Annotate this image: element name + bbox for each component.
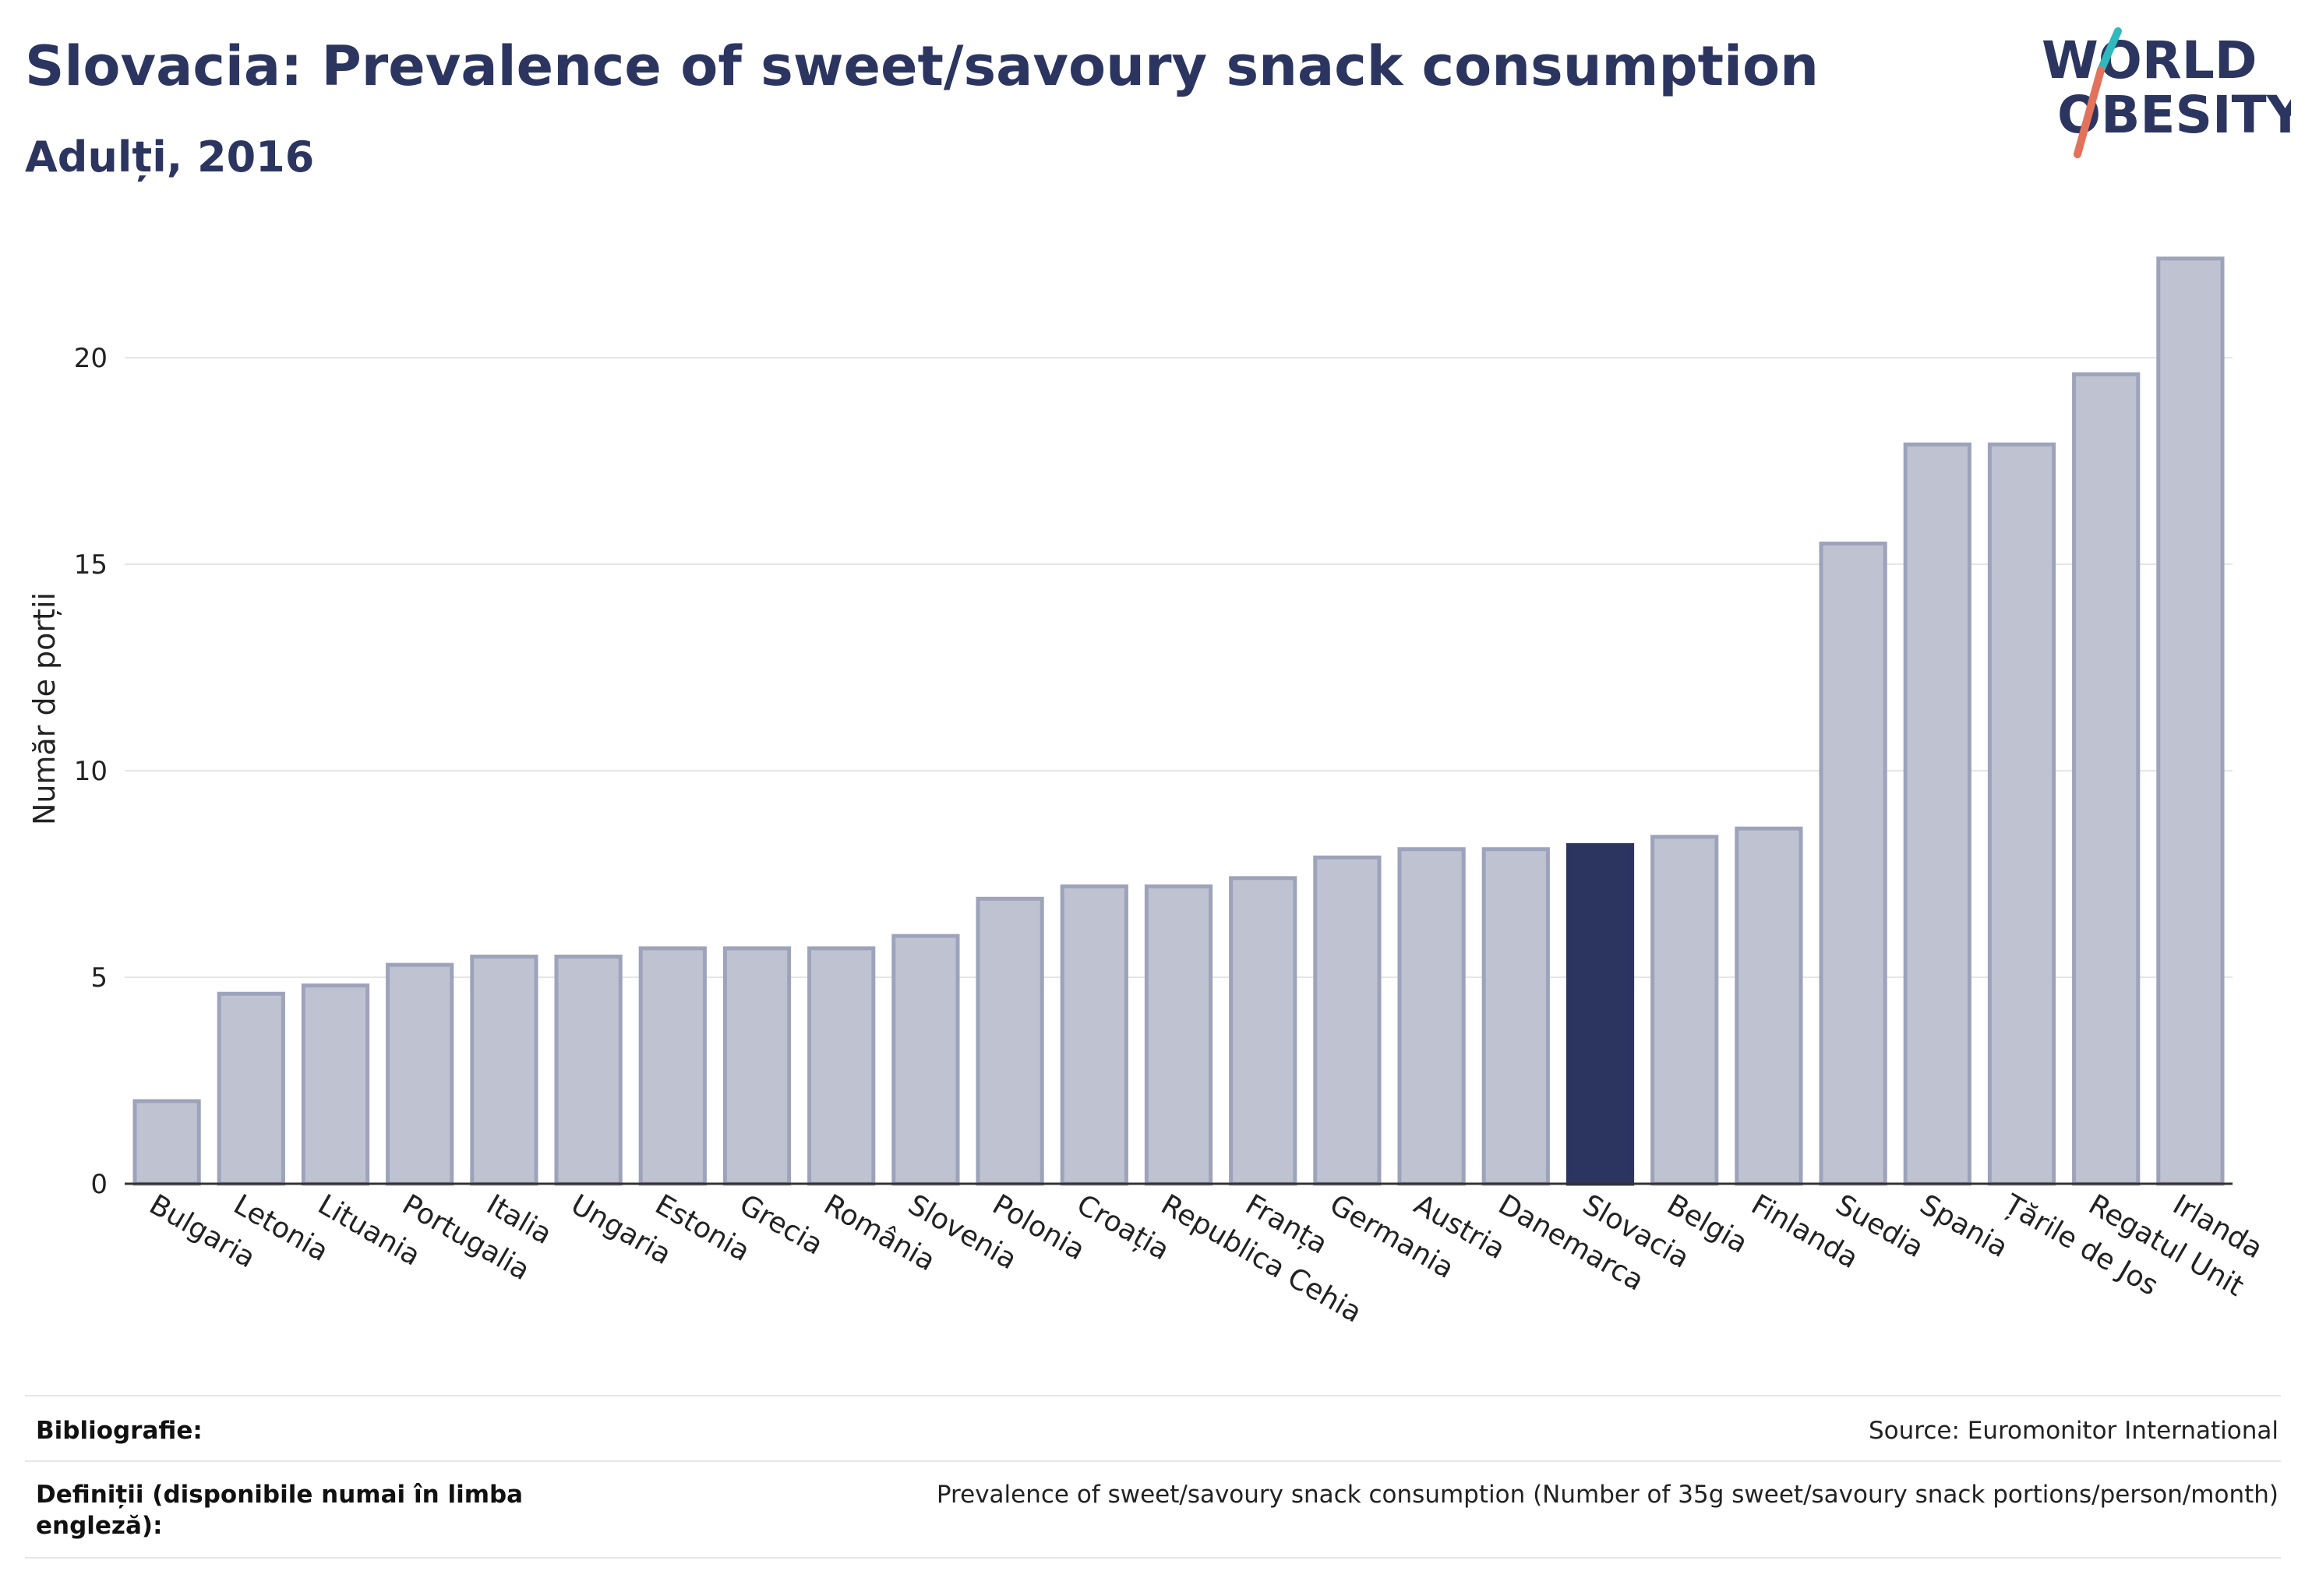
bar-belgia (1650, 835, 1719, 1186)
world-obesity-logo: WORLD OBESITY (2042, 27, 2291, 158)
footer-divider-top (25, 1395, 2281, 1396)
bar-spania (1903, 442, 1971, 1186)
chart-title: Slovacia: Prevalence of sweet/savoury sn… (25, 34, 1819, 98)
bar-franța (1229, 876, 1297, 1186)
bar-finlanda (1735, 826, 1803, 1186)
bar-regatul-unit (2072, 372, 2141, 1186)
footer-divider-middle (25, 1460, 2281, 1462)
logo-slash-teal (2097, 27, 2122, 74)
bar-slovenia (891, 934, 960, 1186)
bar-portugalia (386, 962, 454, 1186)
bar-lituania (301, 983, 370, 1186)
bar-grecia (722, 946, 792, 1186)
footer-divider-bottom (25, 1557, 2281, 1559)
y-tick-label: 0 (90, 1169, 108, 1200)
bar-germania (1313, 855, 1382, 1186)
bibliography-label: Bibliografie: (36, 1417, 203, 1445)
bibliography-value: Source: Euromonitor International (1868, 1417, 2279, 1445)
bar-ungaria (554, 955, 623, 1186)
bar-slovacia (1565, 842, 1635, 1186)
x-tick-label: Croația (1071, 1188, 1175, 1266)
x-tick-label: Spania (1915, 1188, 2014, 1264)
chart-subtitle: Adulți, 2016 (25, 132, 315, 182)
bar-bulgaria (132, 1099, 201, 1186)
y-axis-label: Număr de porții (27, 592, 62, 825)
y-tick-label: 15 (74, 549, 108, 581)
bar-românia (807, 946, 876, 1186)
y-tick-label: 5 (90, 962, 108, 994)
logo-slash-red (2074, 66, 2105, 158)
bar-croația (1060, 884, 1128, 1186)
y-tick-label: 10 (74, 756, 108, 787)
bar-danemarca (1481, 847, 1550, 1186)
bar-italia (470, 955, 538, 1186)
definitions-value: Prevalence of sweet/savoury snack consum… (936, 1481, 2279, 1509)
bar-republica-cehia (1144, 884, 1213, 1186)
bar-letonia (217, 991, 285, 1186)
bar-țările-de-jos (1987, 442, 2056, 1186)
definitions-label: Definiții (disponibile numai în limba en… (36, 1481, 524, 1540)
bar-suedia (1819, 542, 1887, 1186)
bar-polonia (976, 896, 1044, 1186)
bar-austria (1397, 847, 1466, 1186)
logo-word-world: WORLD (2042, 30, 2257, 90)
y-tick-label: 20 (74, 343, 108, 374)
bar-irlanda (2156, 256, 2225, 1186)
bar-estonia (638, 946, 707, 1186)
